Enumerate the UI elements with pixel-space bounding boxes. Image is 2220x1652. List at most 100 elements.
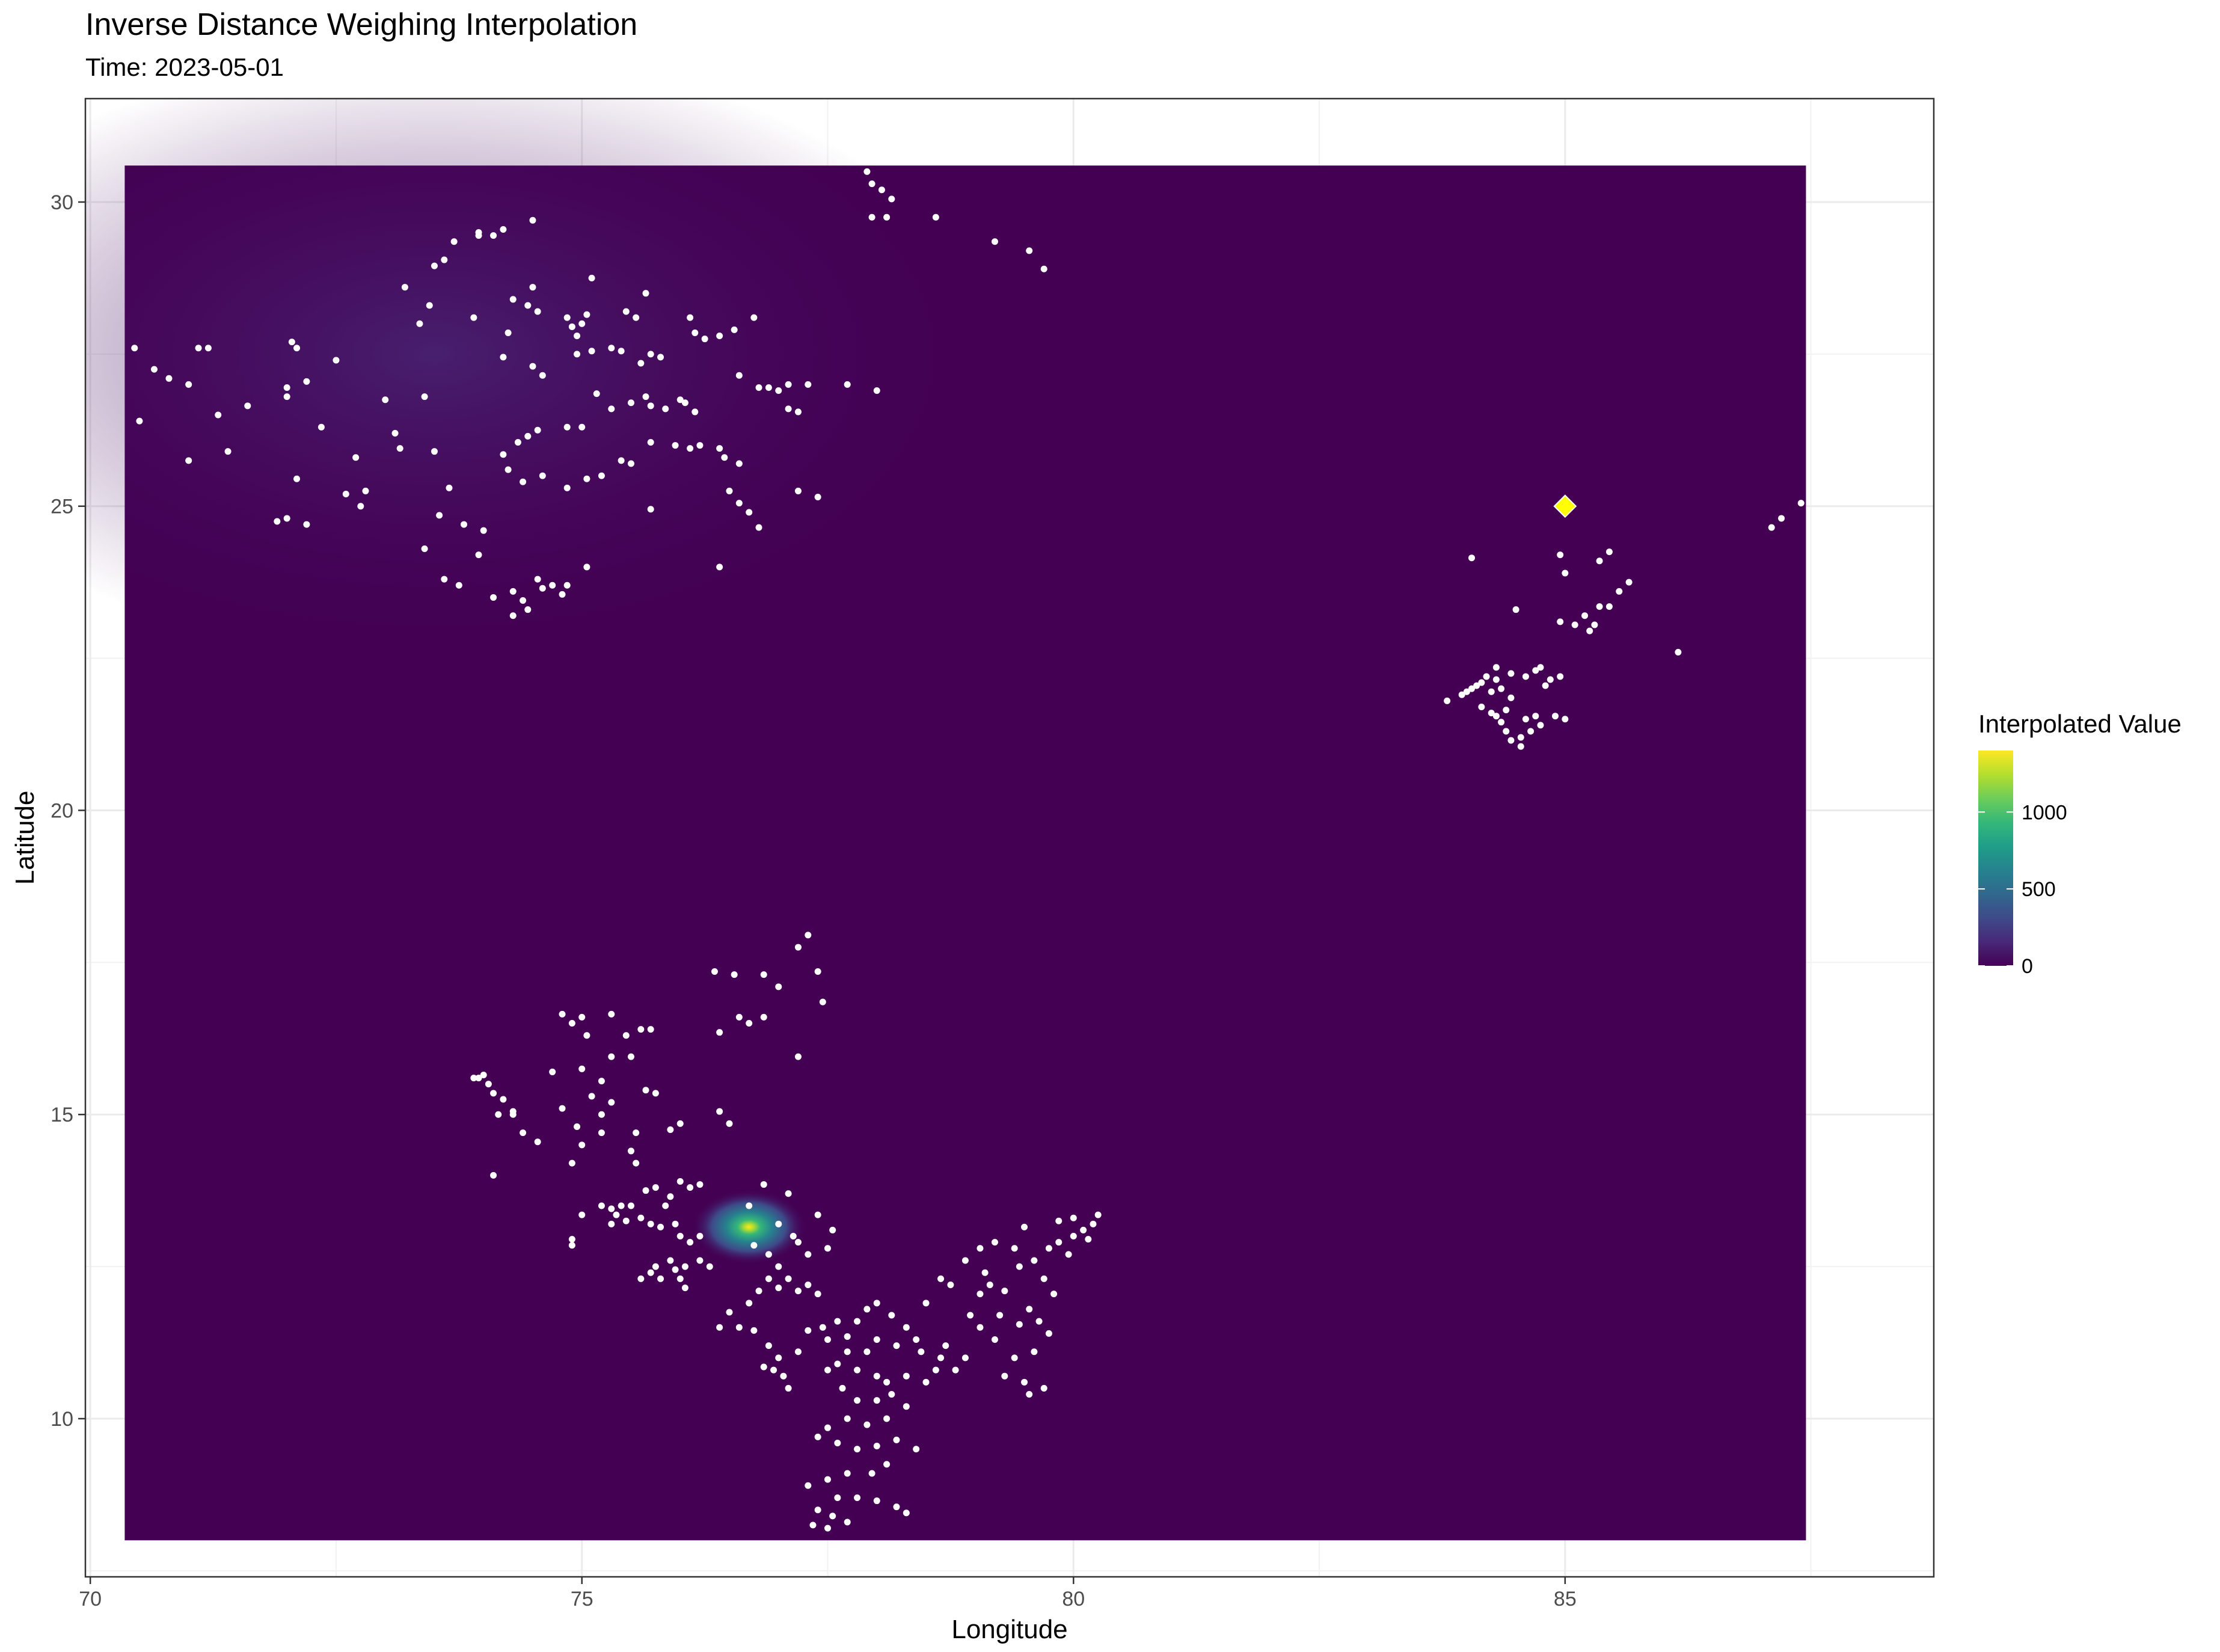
station-point [814, 1291, 821, 1298]
station-point [937, 1354, 945, 1362]
station-point [888, 195, 895, 203]
station-point [667, 1257, 674, 1264]
station-point [574, 1123, 581, 1130]
station-point [520, 597, 527, 604]
station-point [185, 381, 192, 388]
station-point [775, 983, 782, 990]
station-point [947, 1281, 954, 1288]
station-point [485, 1081, 492, 1088]
station-point [1537, 664, 1544, 671]
station-point [735, 500, 743, 507]
station-point [687, 1184, 694, 1191]
station-point [574, 332, 581, 339]
station-point [283, 515, 290, 522]
station-point [627, 1147, 634, 1155]
x-axis-title: Longitude [951, 1615, 1067, 1644]
station-point [647, 1220, 654, 1227]
station-point [574, 351, 581, 358]
station-point [598, 1202, 605, 1209]
station-point [1797, 500, 1805, 507]
station-point [421, 393, 428, 401]
station-point [961, 1257, 969, 1264]
station-point [490, 232, 497, 239]
station-point [131, 345, 138, 352]
station-point [814, 494, 821, 501]
station-point [1557, 618, 1564, 625]
station-point [1040, 1275, 1047, 1282]
station-point [746, 1020, 753, 1027]
station-point [873, 1372, 880, 1380]
station-point [568, 323, 575, 330]
station-point [834, 1360, 841, 1368]
station-point [568, 1159, 575, 1167]
station-point [805, 1327, 812, 1334]
station-point [1045, 1245, 1052, 1252]
station-point [903, 1403, 910, 1410]
station-point [421, 545, 428, 553]
station-point [642, 1187, 649, 1194]
station-point [1045, 1330, 1052, 1337]
station-point [868, 1470, 875, 1477]
station-point [495, 1111, 502, 1118]
station-point [868, 213, 875, 221]
station-point [1537, 722, 1544, 729]
station-point [588, 348, 595, 355]
station-point [750, 314, 758, 321]
station-point [652, 1263, 659, 1270]
y-tick-label: 20 [51, 799, 73, 822]
station-point [352, 454, 360, 461]
station-point [1026, 1306, 1033, 1313]
station-point [480, 1071, 487, 1078]
station-point [608, 1205, 615, 1212]
station-point [637, 1214, 645, 1221]
station-point [805, 1251, 812, 1258]
station-point [667, 1193, 674, 1200]
station-point [716, 1324, 723, 1331]
station-point [500, 226, 507, 233]
station-point [1492, 713, 1500, 720]
station-point [1483, 673, 1490, 680]
station-point [627, 1053, 634, 1060]
station-point [1040, 1384, 1047, 1392]
station-point [1522, 716, 1529, 723]
station-point [583, 475, 590, 482]
station-point [524, 606, 532, 613]
y-tick-label: 15 [51, 1104, 73, 1126]
station-points [131, 168, 1805, 1532]
station-point [627, 1202, 634, 1209]
station-point [633, 1129, 640, 1137]
station-point [578, 1013, 586, 1021]
station-point [1040, 265, 1047, 272]
station-point [681, 1263, 688, 1270]
station-point [922, 1300, 930, 1307]
station-point [839, 1384, 846, 1392]
station-point [426, 302, 433, 309]
station-point [578, 1211, 586, 1218]
station-point [790, 1233, 797, 1240]
station-point [618, 348, 625, 355]
station-point [775, 1354, 782, 1362]
station-point [529, 216, 536, 224]
station-point [150, 366, 158, 373]
station-point [794, 487, 802, 494]
station-point [819, 1324, 826, 1331]
station-point [888, 1312, 895, 1319]
station-point [1463, 688, 1470, 695]
station-point [760, 971, 767, 978]
station-point [608, 345, 615, 352]
station-point [1562, 570, 1569, 577]
station-point [1547, 676, 1554, 683]
station-point [534, 426, 541, 434]
station-point [475, 551, 482, 559]
legend-tick-label: 0 [2022, 955, 2033, 978]
station-point [391, 429, 399, 437]
station-point [578, 320, 586, 327]
station-point [711, 968, 718, 975]
station-point [1542, 682, 1549, 689]
station-point [854, 1366, 861, 1374]
y-tick-label: 30 [51, 191, 73, 214]
station-point [805, 1281, 812, 1288]
station-point [863, 168, 871, 175]
station-point [1503, 707, 1510, 714]
